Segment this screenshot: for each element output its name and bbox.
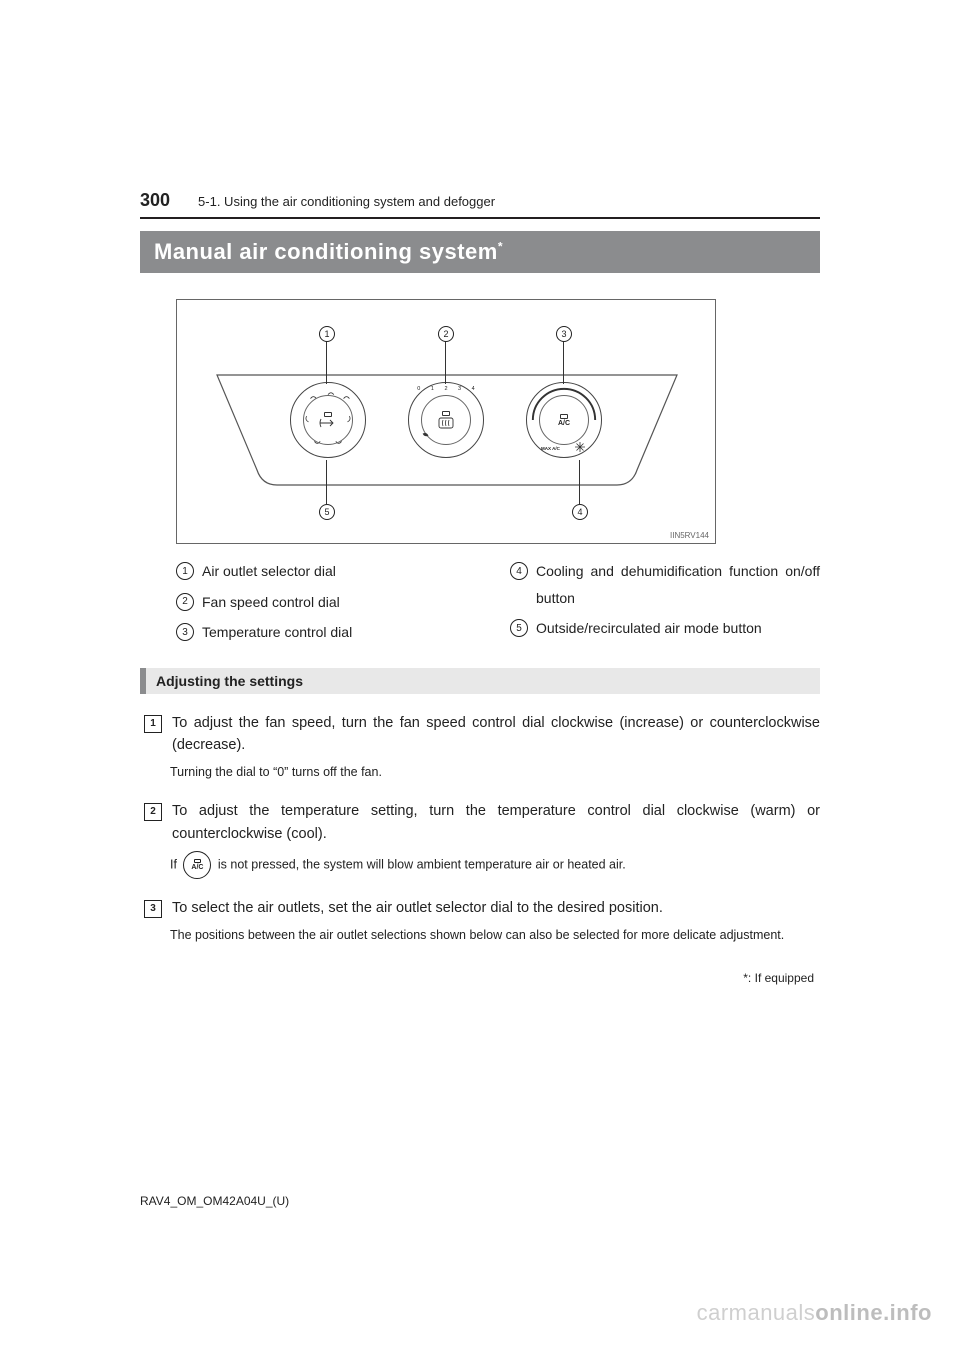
page-header: 300 5-1. Using the air conditioning syst… xyxy=(140,190,820,211)
callout-num: 4 xyxy=(572,504,588,520)
ac-button-icon: A/C xyxy=(539,395,589,445)
watermark-thin: carmanuals xyxy=(697,1300,816,1325)
page-number: 300 xyxy=(140,190,170,211)
step-body: To adjust the temperature setting, turn … xyxy=(172,800,820,845)
step: 2 To adjust the temperature setting, tur… xyxy=(144,800,820,845)
max-ac-label: MAX A/C xyxy=(541,446,560,451)
step-note: The positions between the air outlet sel… xyxy=(170,926,820,945)
legend-item: 1Air outlet selector dial xyxy=(176,558,486,585)
manual-page: 300 5-1. Using the air conditioning syst… xyxy=(0,0,960,1358)
footer-code: RAV4_OM_OM42A04U_(U) xyxy=(140,1194,289,1208)
note-post: is not pressed, the system will blow amb… xyxy=(218,857,626,871)
watermark: carmanualsonline.info xyxy=(697,1300,932,1326)
title-marker: * xyxy=(498,240,503,254)
watermark-bold: online.info xyxy=(815,1300,932,1325)
step-body: To adjust the fan speed, turn the fan sp… xyxy=(172,712,820,757)
step: 1 To adjust the fan speed, turn the fan … xyxy=(144,712,820,757)
legend-item: 4Cooling and dehumidification function o… xyxy=(510,558,820,611)
callout-num: 2 xyxy=(438,326,454,342)
callout-num: 3 xyxy=(556,326,572,342)
step-body: To select the air outlets, set the air o… xyxy=(172,897,820,919)
callout-line xyxy=(326,340,327,384)
snowflake-icon xyxy=(575,442,585,452)
subheading: Adjusting the settings xyxy=(140,668,820,694)
recirculate-button-icon xyxy=(303,395,353,445)
footnote: *: If equipped xyxy=(140,971,814,985)
callout-num: 1 xyxy=(319,326,335,342)
callout-line xyxy=(579,460,580,504)
fan-speed-dial-icon: 0 1 2 3 4 xyxy=(408,382,484,458)
dials-row: 0 1 2 3 4 xyxy=(177,382,715,458)
note-pre: If xyxy=(170,857,180,871)
step-number: 1 xyxy=(144,715,162,733)
fan-glyph-icon xyxy=(409,383,483,457)
diagram-id: IIN5RV144 xyxy=(670,531,709,540)
temperature-dial-icon: A/C MAX A/C xyxy=(526,382,602,458)
legend: 1Air outlet selector dial 2Fan speed con… xyxy=(176,558,820,650)
section-path: 5-1. Using the air conditioning system a… xyxy=(198,194,495,209)
callout-line xyxy=(563,340,564,384)
page-title: Manual air conditioning system* xyxy=(140,231,820,273)
title-text: Manual air conditioning system xyxy=(154,239,498,264)
callout-line xyxy=(326,460,327,504)
step-note: If A/C is not pressed, the system will b… xyxy=(170,851,820,879)
callout-line xyxy=(445,340,446,384)
legend-col-left: 1Air outlet selector dial 2Fan speed con… xyxy=(176,558,486,650)
step: 3 To select the air outlets, set the air… xyxy=(144,897,820,919)
step-number: 3 xyxy=(144,900,162,918)
legend-item: 5Outside/recirculated air mode button xyxy=(510,615,820,642)
callout-num: 5 xyxy=(319,504,335,520)
control-panel-diagram: 0 1 2 3 4 xyxy=(176,299,716,544)
step-number: 2 xyxy=(144,803,162,821)
ac-button-icon: A/C xyxy=(183,851,211,879)
header-rule xyxy=(140,217,820,219)
legend-item: 3Temperature control dial xyxy=(176,619,486,646)
legend-item: 2Fan speed control dial xyxy=(176,589,486,616)
step-note: Turning the dial to “0” turns off the fa… xyxy=(170,763,820,782)
air-outlet-dial-icon xyxy=(290,382,366,458)
legend-col-right: 4Cooling and dehumidification function o… xyxy=(510,558,820,650)
